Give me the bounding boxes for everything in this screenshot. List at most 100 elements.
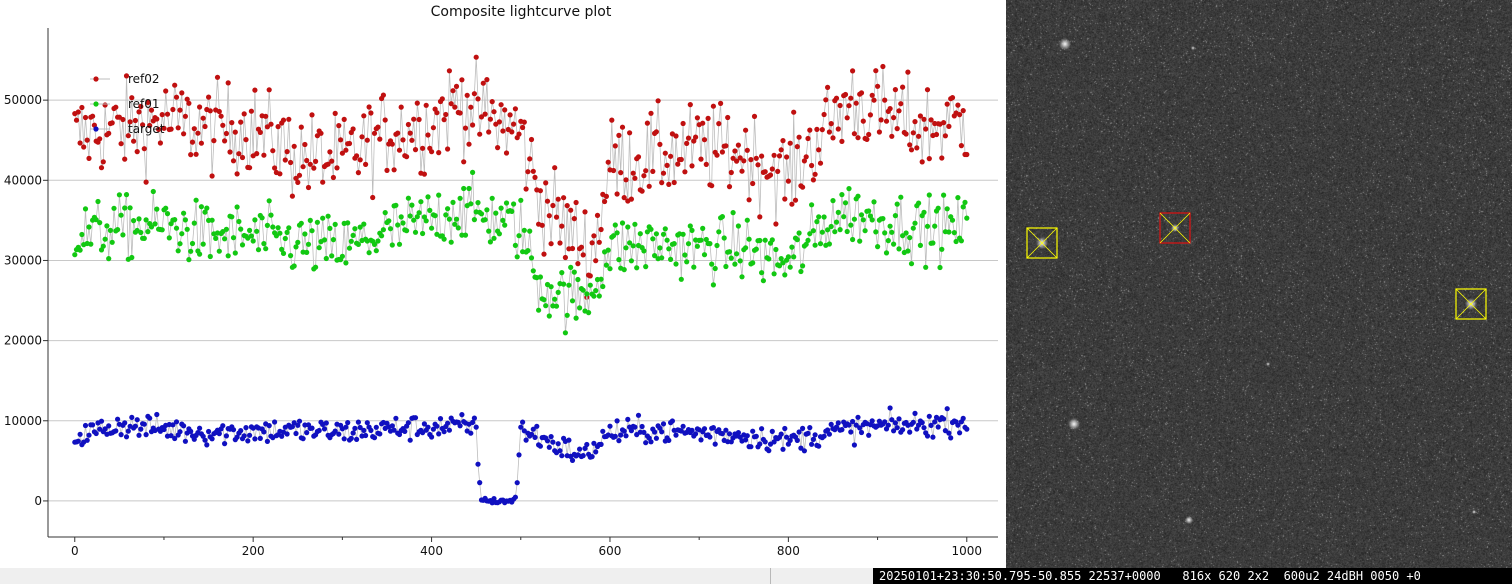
data-point-ref01 <box>627 240 633 246</box>
data-point-target <box>296 418 303 424</box>
data-point-target <box>90 422 96 428</box>
data-point-ref01 <box>962 199 968 205</box>
data-point-ref01 <box>307 217 313 223</box>
data-point-ref01 <box>923 264 929 270</box>
data-point-ref01 <box>166 235 172 241</box>
data-point-target <box>266 423 272 429</box>
data-point-ref02 <box>673 133 679 139</box>
data-point-ref02 <box>398 104 404 110</box>
data-point-ref02 <box>173 94 180 100</box>
data-point-ref02 <box>439 96 445 102</box>
data-point-ref02 <box>921 116 927 122</box>
data-point-target <box>825 427 831 433</box>
data-point-ref01 <box>254 228 260 234</box>
data-point-ref01 <box>361 221 367 227</box>
data-point-ref02 <box>784 154 790 160</box>
data-point-ref02 <box>837 102 843 109</box>
sky-image-viewer[interactable] <box>1006 0 1512 568</box>
data-point-ref01 <box>86 224 92 230</box>
data-point-ref02 <box>486 129 492 135</box>
data-point-ref02 <box>548 241 554 247</box>
data-point-ref02 <box>412 147 419 153</box>
data-point-ref01 <box>889 229 895 235</box>
data-point-ref01 <box>898 194 904 200</box>
data-point-ref02 <box>689 163 695 169</box>
data-point-ref01 <box>198 204 204 210</box>
legend-label-ref02: ref02 <box>128 72 160 86</box>
data-point-ref02 <box>478 114 485 120</box>
data-point-ref01 <box>641 248 647 254</box>
data-point-ref01 <box>766 256 772 262</box>
data-point-ref01 <box>569 298 576 304</box>
data-point-ref02 <box>389 141 395 147</box>
target-star-box[interactable] <box>1159 212 1191 244</box>
data-point-target <box>780 446 786 452</box>
data-point-ref02 <box>90 113 96 119</box>
data-point-ref01 <box>141 235 147 241</box>
lightcurve-plot-panel[interactable]: Composite lightcurve plot 0 200 400 600 800 1… <box>0 0 1007 568</box>
data-point-ref02 <box>193 151 199 157</box>
data-point-ref01 <box>939 246 945 252</box>
data-point-target <box>809 441 815 447</box>
data-point-ref01 <box>837 227 843 233</box>
data-point-target <box>396 431 403 438</box>
data-point-ref01 <box>528 255 535 261</box>
data-point-ref01 <box>163 205 169 211</box>
status-bar-divider <box>770 568 771 584</box>
data-point-ref02 <box>507 112 513 118</box>
data-point-ref01 <box>512 242 519 248</box>
data-point-ref02 <box>775 168 781 174</box>
data-point-target <box>352 425 358 431</box>
data-point-ref02 <box>375 124 381 130</box>
data-point-ref02 <box>243 137 249 143</box>
data-point-ref02 <box>896 108 902 114</box>
data-point-ref02 <box>257 129 263 135</box>
data-point-target <box>858 429 865 436</box>
data-point-ref01 <box>842 200 849 206</box>
data-point-ref02 <box>227 149 233 155</box>
data-point-ref02 <box>520 124 526 131</box>
data-point-ref01 <box>432 213 438 219</box>
data-point-ref01 <box>680 231 686 237</box>
data-point-ref01 <box>900 233 906 239</box>
comparison-star-box[interactable] <box>1026 227 1058 259</box>
data-point-ref02 <box>596 239 602 245</box>
data-point-ref01 <box>657 245 663 251</box>
data-point-ref02 <box>561 195 567 201</box>
data-point-ref01 <box>716 229 722 235</box>
data-point-ref01 <box>521 227 527 233</box>
data-point-target <box>848 429 854 435</box>
data-point-ref01 <box>177 241 183 247</box>
data-point-ref02 <box>495 145 501 151</box>
data-point-ref02 <box>457 110 463 116</box>
data-point-ref02 <box>880 63 886 70</box>
data-point-ref01 <box>750 260 756 266</box>
data-point-ref02 <box>848 95 854 101</box>
lightcurve-chart[interactable]: 0 200 400 600 800 100001000020000300004000050… <box>0 0 1006 568</box>
data-point-ref01 <box>234 204 240 210</box>
data-point-ref01 <box>466 185 472 192</box>
data-point-ref01 <box>491 235 497 241</box>
data-point-ref01 <box>791 254 797 260</box>
data-point-ref01 <box>436 192 442 198</box>
data-point-ref02 <box>910 130 916 136</box>
y-tick-label: 0 <box>34 494 42 508</box>
data-point-ref02 <box>823 97 829 103</box>
data-point-ref02 <box>239 154 246 161</box>
data-point-target <box>723 427 729 433</box>
data-point-ref01 <box>352 226 358 232</box>
data-point-target <box>300 436 306 442</box>
data-point-ref01 <box>816 214 822 220</box>
data-point-target <box>743 437 749 443</box>
data-point-ref01 <box>830 198 836 204</box>
series-line <box>74 57 967 298</box>
sky-image[interactable] <box>1006 0 1512 568</box>
comparison-star-box[interactable] <box>1455 288 1487 320</box>
data-point-ref01 <box>309 228 315 234</box>
data-point-ref02 <box>716 121 722 127</box>
data-point-ref01 <box>93 217 99 223</box>
data-point-target <box>894 425 900 431</box>
data-point-target <box>341 436 347 442</box>
data-point-target <box>534 423 540 429</box>
data-point-ref01 <box>489 195 495 201</box>
